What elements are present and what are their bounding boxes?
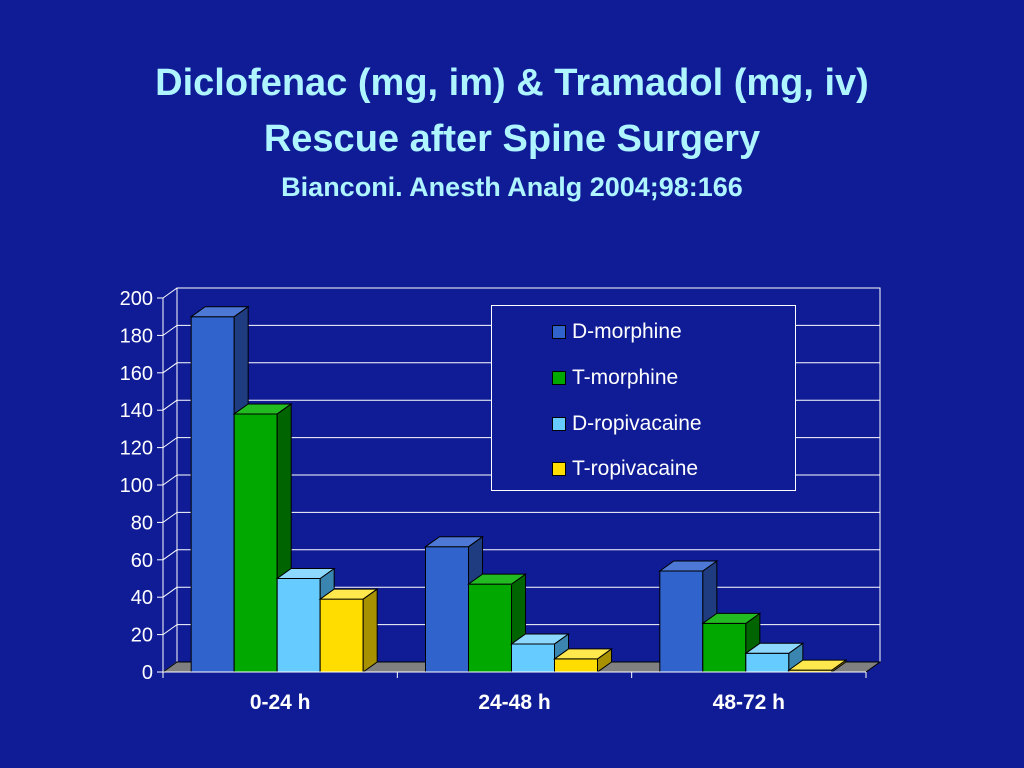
legend-label-t-morphine: T-morphine bbox=[572, 366, 679, 389]
bar-top bbox=[658, 560, 719, 572]
gridline-diag-160 bbox=[162, 362, 178, 374]
gridline-diag-20 bbox=[162, 624, 178, 636]
chart-bars bbox=[189, 305, 848, 673]
gridline-diag-80 bbox=[162, 511, 178, 523]
bar-side bbox=[362, 588, 378, 673]
x-tick-label-48-72-h: 48-72 h bbox=[713, 691, 785, 714]
bar-front bbox=[659, 570, 704, 673]
legend-label-d-morphine: D-morphine bbox=[572, 320, 682, 343]
bar-front bbox=[319, 598, 364, 673]
legend-swatch-d-morphine bbox=[552, 325, 566, 339]
y-tick-label: 40 bbox=[131, 587, 153, 609]
y-tick-label: 120 bbox=[120, 438, 153, 460]
bar-front bbox=[511, 643, 555, 673]
gridline-diag-140 bbox=[162, 399, 178, 411]
chart-title: Diclofenac (mg, im) & Tramadol (mg, iv) bbox=[155, 62, 869, 104]
y-tick-label: 140 bbox=[120, 400, 153, 422]
legend-item-t-morphine: T-morphine bbox=[552, 366, 678, 390]
bar-t-morphine-0-24-h bbox=[232, 402, 293, 673]
bar-front bbox=[276, 578, 321, 673]
bar-front bbox=[233, 413, 278, 673]
bar-top bbox=[423, 536, 485, 548]
legend-item-d-ropivacaine: D-ropivacaine bbox=[552, 412, 702, 436]
y-tick-label: 0 bbox=[142, 662, 153, 684]
bar-top bbox=[189, 306, 250, 318]
legend-swatch-t-morphine bbox=[552, 371, 566, 385]
gridline-diag-60 bbox=[162, 549, 178, 561]
legend-label-d-ropivacaine: D-ropivacaine bbox=[572, 412, 702, 435]
bar-top bbox=[232, 403, 293, 415]
bar-t-ropivacaine-48-72-h bbox=[787, 659, 848, 673]
y-tick-label: 100 bbox=[120, 475, 153, 497]
bar-front bbox=[745, 652, 790, 673]
bar-d-ropivacaine-24-48-h bbox=[509, 632, 571, 673]
legend-label-t-ropivacaine: T-ropivacaine bbox=[572, 457, 699, 480]
legend-item-t-ropivacaine: T-ropivacaine bbox=[552, 457, 698, 481]
gridline-diag-100 bbox=[162, 474, 178, 486]
gridline-diag-40 bbox=[162, 586, 178, 598]
bar-front bbox=[554, 658, 598, 673]
y-tick-label: 160 bbox=[120, 363, 153, 385]
bar-d-ropivacaine-48-72-h bbox=[744, 642, 805, 673]
y-tick-label: 180 bbox=[120, 325, 153, 347]
bar-top bbox=[787, 659, 848, 671]
citation: Bianconi. Anesth Analg 2004;98:166 bbox=[281, 172, 743, 202]
x-tick-label-0-24-h: 0-24 h bbox=[250, 691, 311, 714]
bar-top bbox=[701, 612, 762, 624]
gridline-diag-200 bbox=[162, 287, 178, 299]
y-tick-label: 20 bbox=[131, 625, 153, 647]
bar-top bbox=[318, 588, 379, 600]
bar-top bbox=[466, 573, 528, 585]
y-tick-label: 60 bbox=[131, 550, 153, 572]
bar-top bbox=[744, 642, 805, 654]
y-tick-label: 200 bbox=[120, 288, 153, 310]
bar-top bbox=[552, 648, 614, 660]
chart-subtitle: Rescue after Spine Surgery bbox=[263, 118, 761, 160]
x-tick-label-24-48-h: 24-48 h bbox=[478, 691, 550, 714]
chart-legend: D-morphine T-morphine D-ropivacaine T-ro… bbox=[491, 305, 796, 491]
bar-d-morphine-0-24-h bbox=[189, 305, 250, 673]
legend-item-d-morphine: D-morphine bbox=[552, 320, 682, 344]
gridline-diag-120 bbox=[162, 437, 178, 449]
gridline-diag-180 bbox=[162, 324, 178, 336]
chart-axes: 0 20 40 60 80 100 120 140 160 180 200 0-24 h 24-48 h… bbox=[120, 288, 867, 714]
bar-t-ropivacaine-0-24-h bbox=[318, 588, 379, 673]
bar-front bbox=[425, 546, 469, 673]
legend-swatch-d-ropivacaine bbox=[552, 417, 566, 431]
legend-swatch-t-ropivacaine bbox=[552, 462, 566, 476]
bar-front bbox=[702, 622, 747, 673]
bar-top bbox=[509, 633, 571, 645]
y-tick-label: 80 bbox=[131, 512, 153, 534]
bar-front bbox=[190, 316, 235, 673]
bar-front bbox=[468, 583, 512, 673]
bar-t-ropivacaine-24-48-h bbox=[552, 647, 614, 673]
bar-top bbox=[275, 568, 336, 579]
